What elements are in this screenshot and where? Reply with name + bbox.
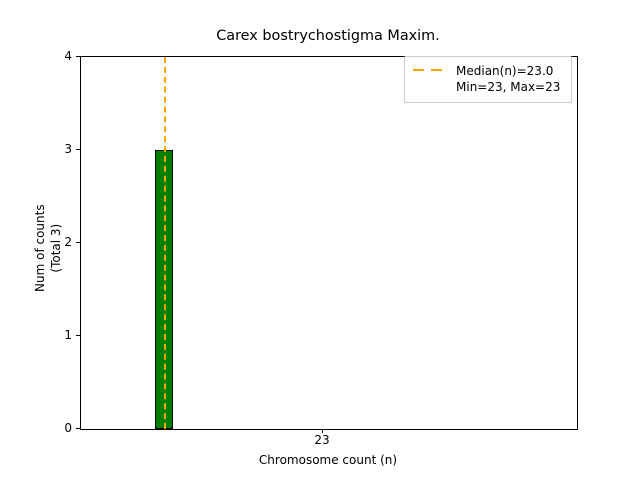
x-tick-label-23: 23 <box>314 433 330 447</box>
y-axis-label-line2: (Total 3) <box>49 223 63 273</box>
y-tick-mark-0 <box>76 428 80 429</box>
y-tick-label-3: 3 <box>64 142 72 156</box>
legend-dashed-line-icon <box>412 63 448 78</box>
y-tick-label-4: 4 <box>64 49 72 63</box>
legend-entry-minmax: Min=23, Max=23 <box>456 80 561 95</box>
plot-inner <box>81 57 577 429</box>
legend-text: Median(n)=23.0 Min=23, Max=23 <box>456 63 560 95</box>
legend-entry-median: Median(n)=23.0 <box>456 64 554 78</box>
plot-area <box>80 56 578 430</box>
legend: Median(n)=23.0 Min=23, Max=23 <box>404 56 572 104</box>
y-axis-label-line1: Num of counts <box>32 204 47 292</box>
y-tick-mark-4 <box>76 56 80 57</box>
page-title: Carex bostrychostigma Maxim. <box>216 28 440 44</box>
y-tick-mark-1 <box>76 335 80 336</box>
y-tick-mark-2 <box>76 242 80 243</box>
x-tick-mark-23 <box>322 429 323 433</box>
y-axis-label: Num of counts (Total 3) <box>32 62 64 434</box>
x-axis-label: Chromosome count (n) <box>258 453 398 467</box>
y-tick-label-2: 2 <box>64 235 72 249</box>
y-tick-mark-3 <box>76 149 80 150</box>
median-line <box>163 57 166 429</box>
y-tick-label-1: 1 <box>64 328 72 342</box>
y-tick-label-0: 0 <box>64 421 72 435</box>
